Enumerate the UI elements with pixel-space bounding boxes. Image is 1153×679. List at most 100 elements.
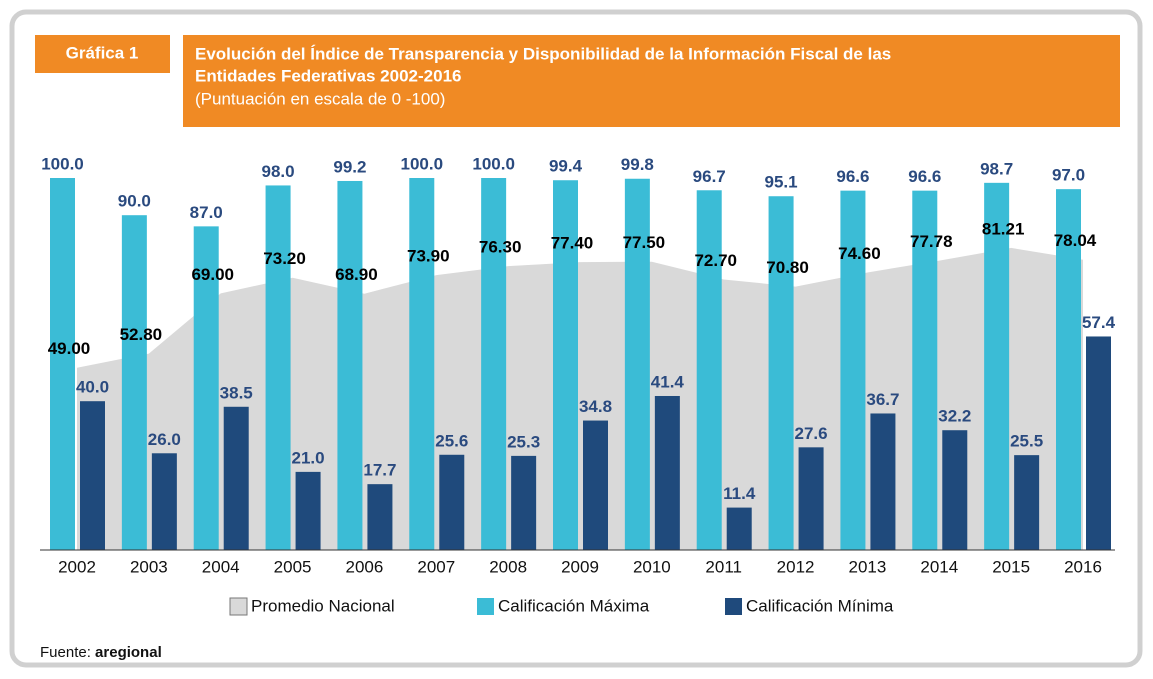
data-label: 52.80: [120, 325, 163, 344]
data-label: 38.5: [220, 383, 253, 402]
data-label: 76.30: [479, 238, 522, 257]
data-label: 27.6: [795, 424, 828, 443]
data-label: 100.0: [472, 154, 515, 173]
source-name: aregional: [95, 644, 162, 661]
data-label: 99.4: [549, 157, 583, 176]
data-label: 34.8: [579, 397, 612, 416]
x-tick-label: 2003: [130, 557, 168, 576]
x-tick-label: 2014: [920, 557, 958, 576]
bar: [409, 178, 435, 550]
data-label: 98.7: [980, 159, 1013, 178]
x-tick-label: 2012: [777, 557, 815, 576]
bar: [337, 180, 363, 550]
bar: [265, 185, 291, 550]
bar: [798, 447, 824, 550]
bar: [768, 196, 794, 550]
bar: [80, 401, 105, 550]
data-label: 25.5: [1010, 432, 1043, 451]
legend-label: Promedio Nacional: [251, 596, 395, 615]
data-label: 77.78: [910, 232, 953, 251]
data-label: 32.2: [938, 407, 971, 426]
data-label: 73.20: [263, 249, 306, 268]
bar: [654, 395, 680, 550]
x-tick-label: 2013: [849, 557, 887, 576]
data-label: 40.0: [76, 378, 109, 397]
bar: [1014, 455, 1040, 550]
data-label: 49.00: [48, 339, 91, 358]
data-label: 26.0: [148, 430, 181, 449]
data-label: 96.6: [908, 167, 941, 186]
x-tick-label: 2008: [489, 557, 527, 576]
data-label: 36.7: [866, 390, 899, 409]
data-label: 77.50: [623, 233, 666, 252]
bar: [511, 455, 537, 550]
chart-title: Entidades Federativas 2002-2016: [195, 66, 461, 85]
area: [77, 247, 1083, 550]
data-label: 74.60: [838, 244, 881, 263]
data-label: 21.0: [292, 448, 325, 467]
data-label: 72.70: [694, 251, 737, 270]
source: Fuente: aregional: [40, 644, 162, 661]
chart-subtitle: (Puntuación en escala de 0 -100): [195, 89, 445, 108]
bar: [1056, 189, 1081, 550]
bar: [481, 178, 507, 550]
bar: [624, 178, 650, 550]
bar: [295, 471, 321, 550]
data-label: 41.4: [651, 372, 685, 391]
data-label: 99.2: [333, 157, 366, 176]
x-tick-label: 2010: [633, 557, 671, 576]
bar: [870, 413, 896, 550]
tab-label: Gráfica 1: [66, 43, 139, 62]
x-tick-label: 2002: [58, 557, 96, 576]
data-label: 78.04: [1054, 231, 1097, 250]
source-label: Fuente:: [40, 644, 91, 661]
data-label: 68.90: [335, 265, 378, 284]
x-tick-label: 2004: [202, 557, 240, 576]
legend-swatch: [477, 598, 494, 615]
data-label: 81.21: [982, 219, 1025, 238]
x-tick-label: 2015: [992, 557, 1030, 576]
bar: [696, 190, 722, 550]
data-label: 98.0: [262, 162, 295, 181]
data-label: 25.6: [435, 431, 468, 450]
bar: [367, 484, 393, 550]
data-label: 73.90: [407, 247, 450, 266]
bar: [942, 430, 968, 550]
data-label: 57.4: [1082, 313, 1116, 332]
data-label: 95.1: [765, 173, 798, 192]
bar: [223, 406, 249, 550]
data-label: 96.6: [836, 167, 869, 186]
bar: [121, 215, 147, 550]
data-label: 90.0: [118, 192, 151, 211]
data-label: 96.7: [693, 167, 726, 186]
legend-label: Calificación Máxima: [498, 596, 650, 615]
x-tick-label: 2005: [274, 557, 312, 576]
data-label: 11.4: [723, 484, 756, 503]
bar: [840, 190, 866, 550]
x-tick-label: 2006: [346, 557, 384, 576]
data-label: 97.0: [1052, 166, 1085, 185]
data-label: 69.00: [191, 265, 234, 284]
title-box: [183, 35, 1120, 127]
legend-label: Calificación Mínima: [746, 596, 894, 615]
chart-title: Evolución del Índice de Transparencia y …: [195, 44, 891, 63]
data-label: 77.40: [551, 234, 594, 253]
data-label: 100.0: [401, 154, 444, 173]
bar: [50, 178, 75, 550]
legend-swatch: [229, 597, 248, 616]
data-label: 100.0: [41, 154, 84, 173]
bar: [1086, 336, 1111, 550]
x-tick-label: 2009: [561, 557, 599, 576]
bar: [726, 507, 752, 550]
bar: [583, 420, 608, 550]
bar: [193, 226, 219, 551]
bar: [553, 180, 578, 550]
legend-swatch: [725, 598, 742, 615]
x-tick-label: 2016: [1064, 557, 1102, 576]
x-tick-label: 2007: [417, 557, 455, 576]
data-label: 17.7: [363, 461, 396, 480]
data-label: 99.8: [621, 155, 654, 174]
bar: [151, 453, 177, 550]
tab: [35, 35, 170, 73]
